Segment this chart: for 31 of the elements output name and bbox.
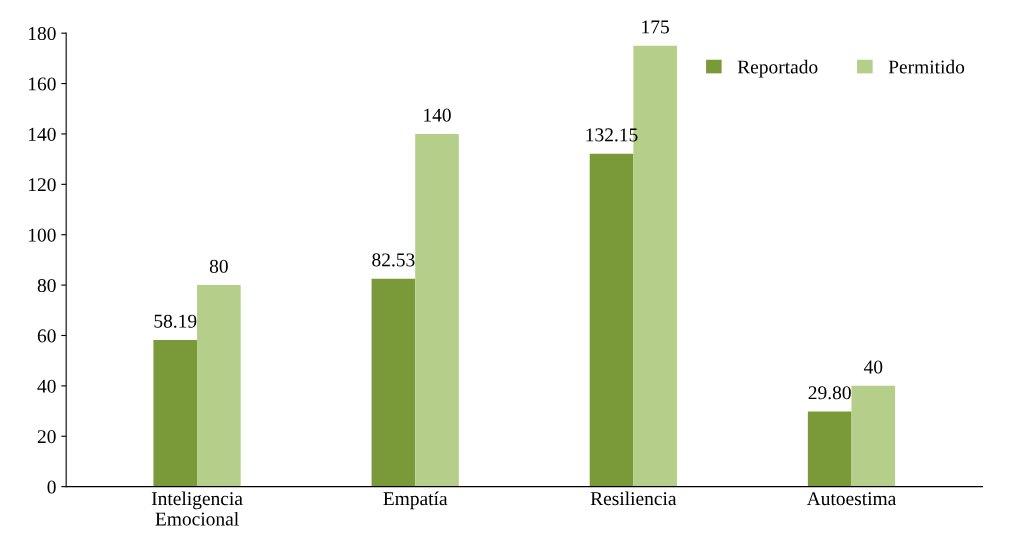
y-tick-label: 60	[37, 329, 56, 343]
data-label: 58.19	[154, 314, 197, 328]
data-label: 140	[424, 108, 451, 122]
data-label: 132.15	[586, 128, 638, 142]
x-tick-label: Resiliencia	[590, 491, 677, 506]
y-tick-label: 20	[37, 430, 56, 444]
data-label: 40	[863, 360, 883, 374]
data-label: 29.80	[808, 386, 851, 400]
bar	[807, 411, 852, 487]
legend-label: Permitido	[888, 59, 965, 74]
y-tick-label: 120	[28, 178, 56, 192]
bar	[371, 278, 416, 487]
bar	[153, 340, 198, 487]
data-label: 82.53	[372, 253, 415, 267]
data-label: 175	[642, 20, 669, 34]
bar	[197, 285, 241, 487]
bar	[851, 385, 896, 487]
y-tick-label: 180	[28, 27, 56, 41]
y-tick-label: 140	[28, 127, 56, 141]
y-tick-label: 160	[28, 77, 56, 91]
legend-label: Reportado	[737, 59, 818, 78]
x-tick-label: Inteligencia Emocional	[151, 491, 243, 526]
data-label: 80	[209, 259, 228, 273]
y-tick-label: 0	[47, 480, 56, 494]
y-tick-label: 40	[37, 379, 56, 393]
bar	[415, 133, 459, 487]
y-tick-label: 80	[37, 278, 56, 293]
x-tick-label: Autoestima	[806, 492, 897, 506]
x-tick-label: Empatía	[383, 491, 448, 510]
bar	[589, 153, 634, 487]
y-tick-label: 100	[28, 228, 56, 242]
